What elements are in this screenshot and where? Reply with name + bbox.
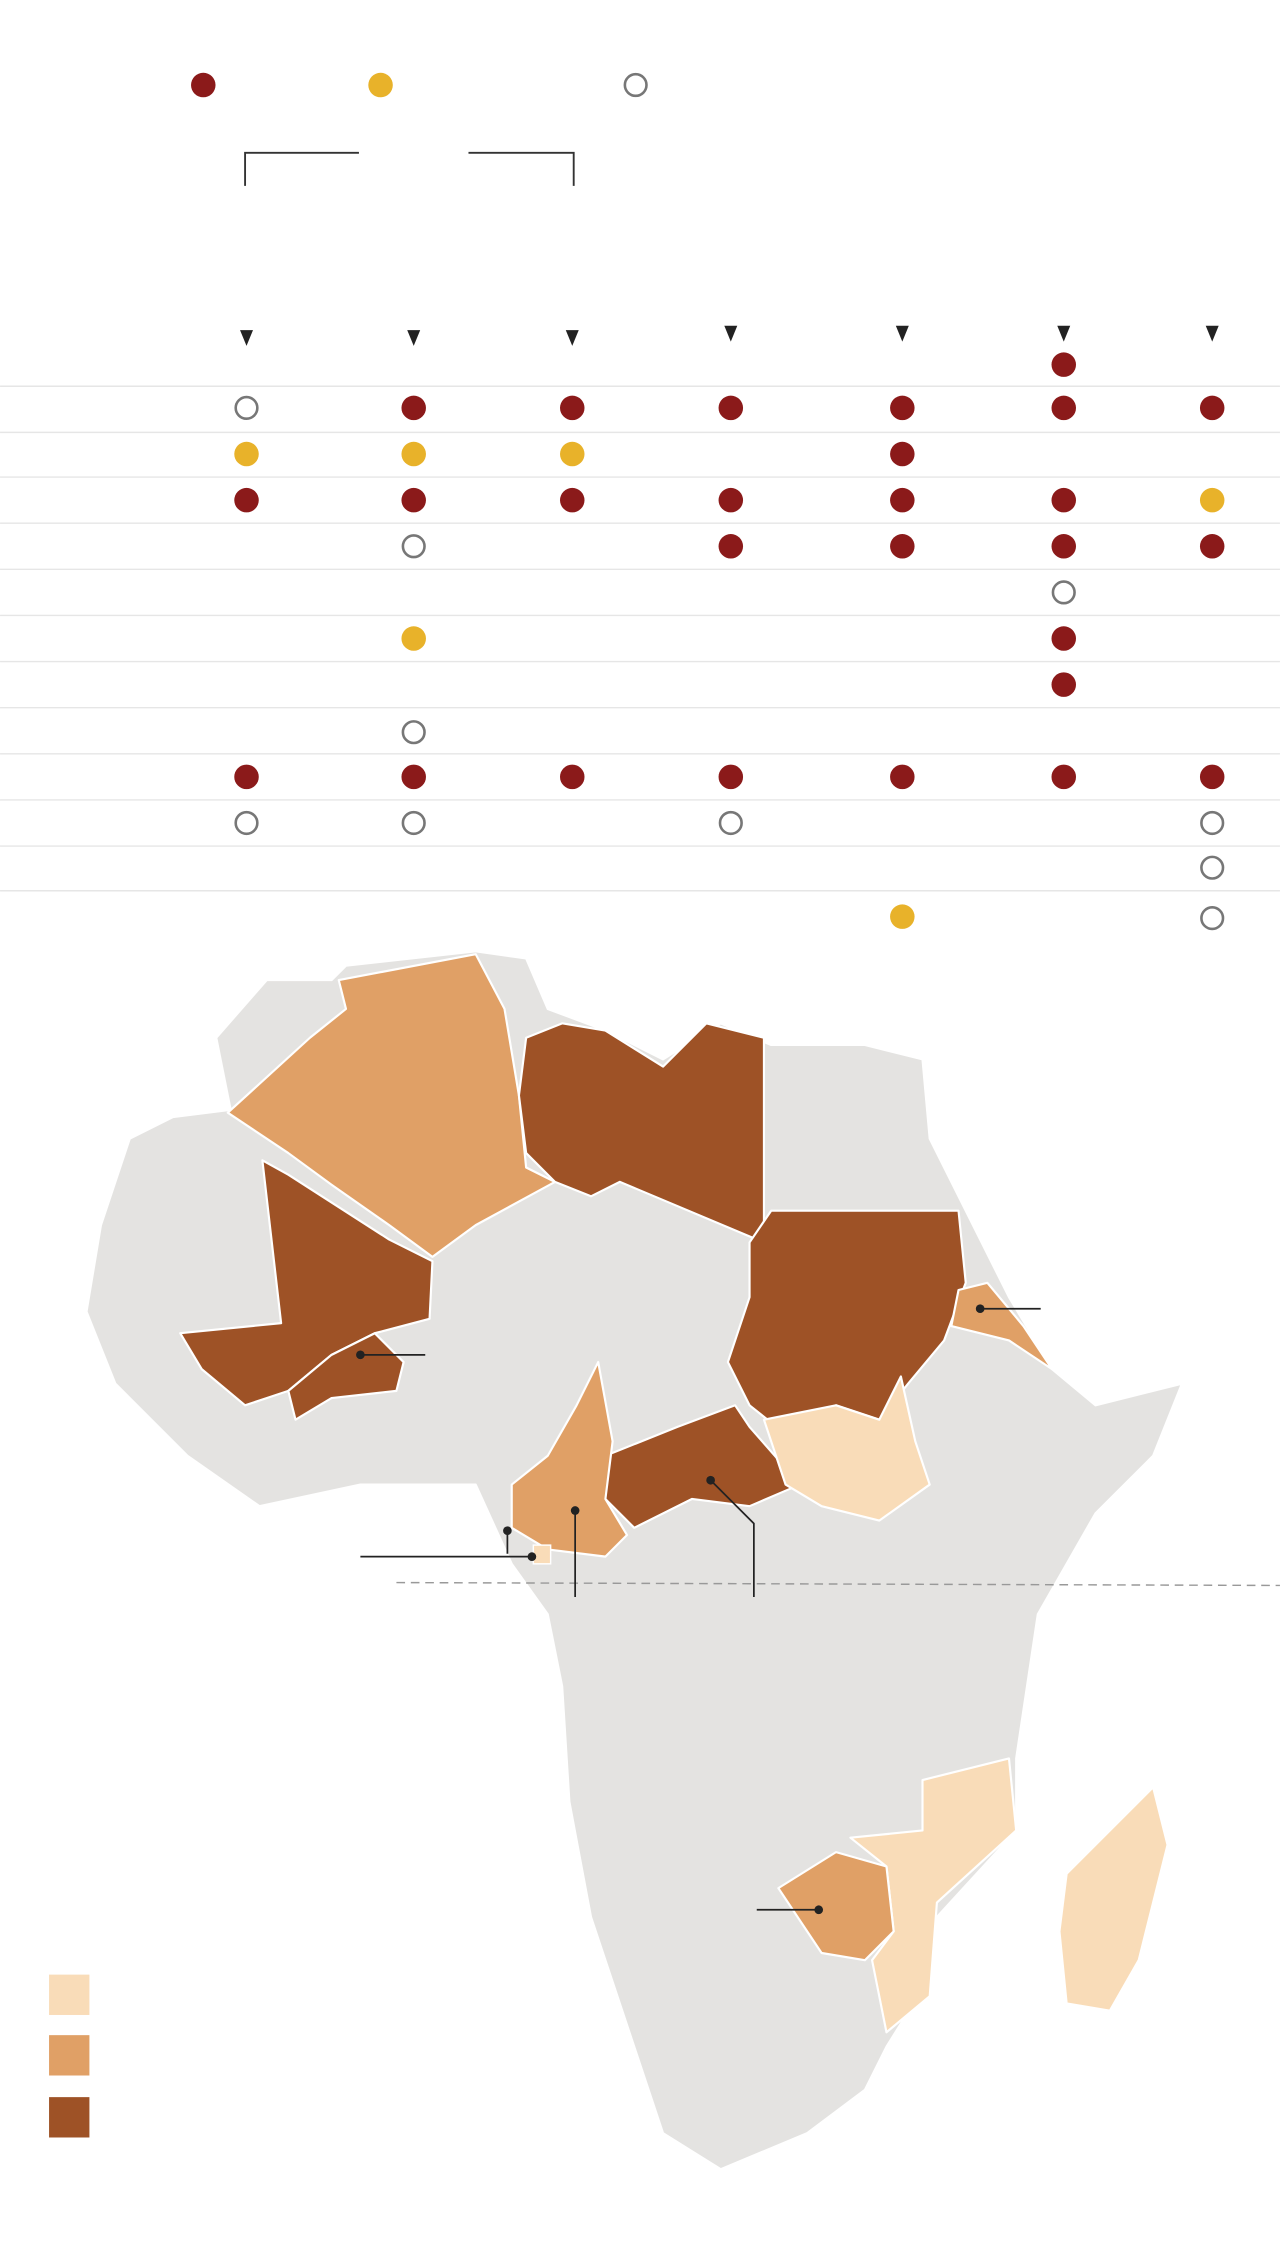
matrix-dot bbox=[718, 534, 744, 559]
country-south-sudan bbox=[762, 1375, 931, 1522]
matrix-dot bbox=[401, 764, 426, 790]
matrix-dot bbox=[560, 441, 585, 467]
matrix-dot bbox=[890, 487, 915, 513]
matrix-dot bbox=[234, 487, 259, 513]
country-cameroon bbox=[510, 1360, 629, 1558]
bracket bbox=[244, 151, 359, 186]
leader-dot bbox=[975, 1304, 985, 1314]
matrix-dot bbox=[1051, 626, 1077, 651]
equator bbox=[396, 1581, 1280, 1587]
matrix-dot bbox=[890, 764, 915, 790]
legend-swatch bbox=[49, 2097, 90, 2138]
country-madagascar bbox=[1058, 1786, 1169, 2012]
matrix-dot bbox=[890, 395, 915, 421]
matrix-dot bbox=[1051, 672, 1077, 697]
matrix-dot bbox=[1199, 487, 1225, 513]
column-marker bbox=[240, 330, 254, 346]
matrix-dot bbox=[718, 487, 744, 513]
matrix-dot bbox=[234, 395, 259, 421]
matrix-dot bbox=[401, 487, 426, 513]
column-marker bbox=[895, 325, 909, 342]
matrix-dot bbox=[890, 904, 915, 929]
legend-dot bbox=[368, 72, 393, 98]
matrix-dot bbox=[560, 764, 585, 790]
matrix-dot bbox=[401, 720, 426, 745]
matrix-dot bbox=[1200, 906, 1225, 931]
legend-swatch bbox=[49, 2035, 90, 2076]
matrix-dot bbox=[401, 626, 426, 651]
leader-dot bbox=[356, 1350, 365, 1360]
leader-dot bbox=[706, 1475, 715, 1485]
matrix-dot bbox=[401, 534, 426, 559]
matrix-dot bbox=[1051, 764, 1077, 790]
matrix-dot bbox=[401, 810, 426, 836]
matrix-dot bbox=[1199, 534, 1225, 559]
matrix-dot bbox=[1051, 395, 1077, 421]
country-algeria bbox=[226, 953, 557, 1258]
column-marker bbox=[565, 330, 579, 346]
matrix-dot bbox=[1051, 487, 1077, 513]
matrix-dot bbox=[718, 764, 744, 790]
matrix-dot bbox=[890, 534, 915, 559]
country-eritrea bbox=[950, 1281, 1054, 1371]
column-marker bbox=[1205, 325, 1219, 342]
leader-dot bbox=[570, 1506, 580, 1515]
leader-dot bbox=[814, 1905, 824, 1915]
column-marker bbox=[724, 325, 738, 342]
matrix-dot bbox=[890, 441, 915, 467]
matrix-dot bbox=[1200, 855, 1225, 880]
matrix-dot bbox=[234, 764, 259, 790]
bracket bbox=[468, 151, 575, 186]
legend-swatch bbox=[49, 1974, 90, 2015]
matrix-dot bbox=[1051, 534, 1077, 559]
country-zimbabwe bbox=[777, 1851, 895, 1962]
matrix-dot bbox=[560, 395, 585, 421]
matrix-dot bbox=[1200, 810, 1225, 836]
matrix-dot bbox=[1199, 764, 1225, 790]
country-car bbox=[604, 1404, 802, 1529]
matrix-dot bbox=[1051, 352, 1077, 377]
matrix-dot bbox=[1199, 395, 1225, 421]
matrix-dot bbox=[718, 810, 743, 836]
column-marker bbox=[1057, 325, 1071, 342]
leader-dot bbox=[503, 1526, 512, 1536]
matrix-dot bbox=[1051, 580, 1076, 605]
matrix-dot bbox=[234, 810, 259, 836]
legend-dot bbox=[623, 72, 648, 98]
leader-dot bbox=[527, 1552, 537, 1561]
legend-dot bbox=[191, 72, 216, 98]
matrix-dot bbox=[718, 395, 744, 421]
matrix-dot bbox=[401, 441, 426, 467]
leader-line bbox=[710, 1479, 755, 1597]
country-small bbox=[532, 1544, 552, 1565]
matrix-dot bbox=[234, 441, 259, 467]
matrix-dot bbox=[401, 395, 426, 421]
matrix-dot bbox=[560, 487, 585, 513]
column-marker bbox=[407, 330, 421, 346]
